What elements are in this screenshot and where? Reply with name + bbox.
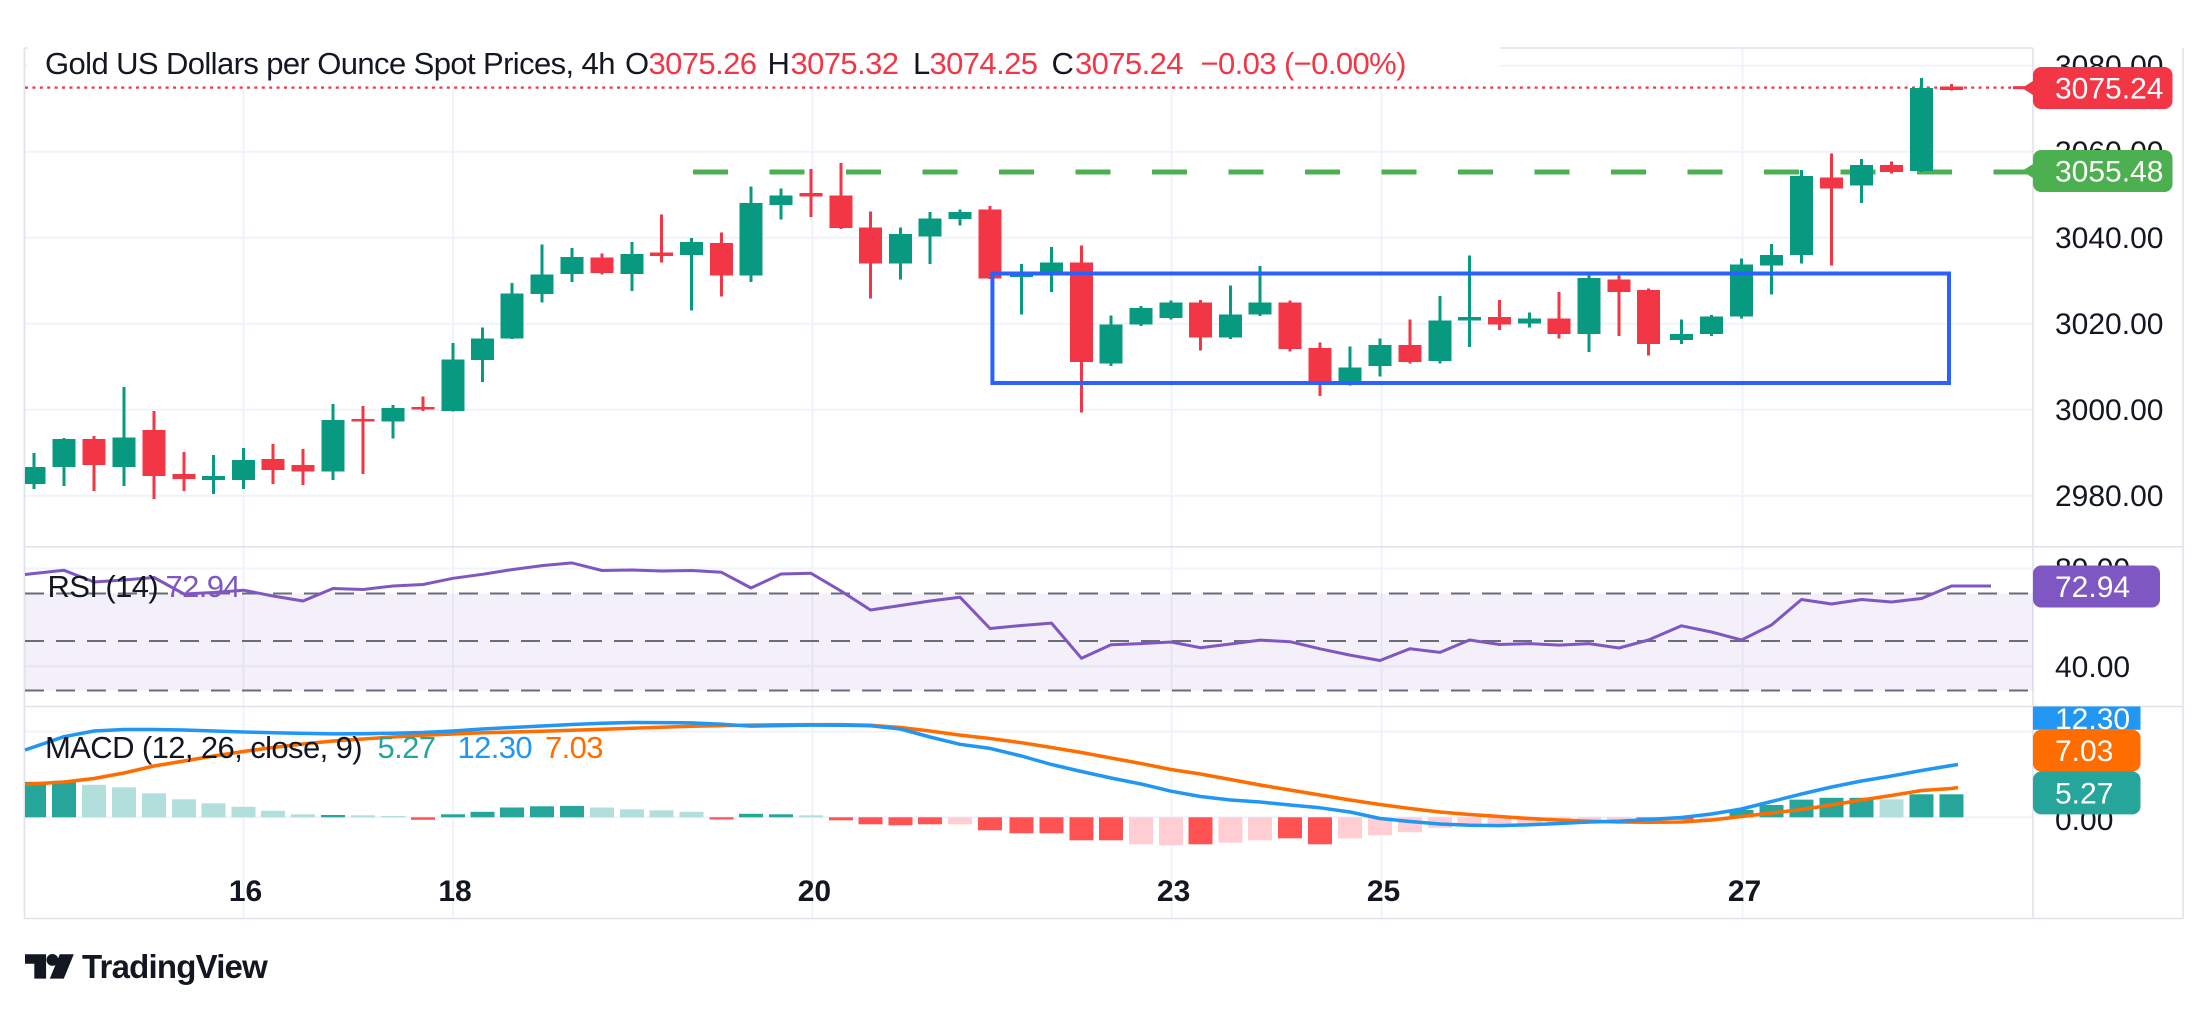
svg-text:H: H bbox=[768, 46, 790, 81]
svg-text:20: 20 bbox=[798, 875, 831, 908]
svg-text:72.94: 72.94 bbox=[2055, 571, 2130, 604]
svg-text:7.03: 7.03 bbox=[545, 730, 603, 765]
svg-text:RSI (14): RSI (14) bbox=[48, 569, 159, 604]
svg-text:3075.24: 3075.24 bbox=[2055, 73, 2163, 106]
svg-text:3055.48: 3055.48 bbox=[2055, 156, 2163, 189]
svg-text:O: O bbox=[625, 46, 649, 81]
svg-text:5.27: 5.27 bbox=[2055, 778, 2113, 811]
svg-text:3075.32: 3075.32 bbox=[791, 46, 899, 81]
svg-text:5.27: 5.27 bbox=[378, 730, 436, 765]
svg-text:3000.00: 3000.00 bbox=[2055, 394, 2163, 427]
svg-text:3020.00: 3020.00 bbox=[2055, 308, 2163, 341]
svg-text:L: L bbox=[913, 46, 930, 81]
svg-text:40.00: 40.00 bbox=[2055, 651, 2130, 684]
svg-text:3075.26: 3075.26 bbox=[649, 46, 757, 81]
svg-text:3040.00: 3040.00 bbox=[2055, 222, 2163, 255]
svg-text:23: 23 bbox=[1157, 875, 1190, 908]
svg-text:C: C bbox=[1052, 46, 1074, 81]
svg-text:72.94: 72.94 bbox=[166, 569, 241, 604]
svg-text:−0.03 (−0.00%): −0.03 (−0.00%) bbox=[1201, 46, 1406, 81]
svg-text:18: 18 bbox=[438, 875, 471, 908]
svg-text:12.30: 12.30 bbox=[2055, 703, 2130, 736]
svg-text:16: 16 bbox=[229, 875, 262, 908]
svg-text:12.30: 12.30 bbox=[458, 730, 533, 765]
svg-text:Gold US Dollars per Ounce Spot: Gold US Dollars per Ounce Spot Prices, 4… bbox=[45, 46, 615, 81]
svg-text:2980.00: 2980.00 bbox=[2055, 480, 2163, 513]
svg-text:3074.25: 3074.25 bbox=[930, 46, 1038, 81]
svg-text:TradingView: TradingView bbox=[82, 948, 268, 985]
svg-text:3075.24: 3075.24 bbox=[1075, 46, 1183, 81]
svg-text:MACD (12, 26, close, 9): MACD (12, 26, close, 9) bbox=[45, 730, 362, 765]
svg-text:7.03: 7.03 bbox=[2055, 735, 2113, 768]
svg-text:27: 27 bbox=[1728, 875, 1761, 908]
svg-text:25: 25 bbox=[1367, 875, 1400, 908]
